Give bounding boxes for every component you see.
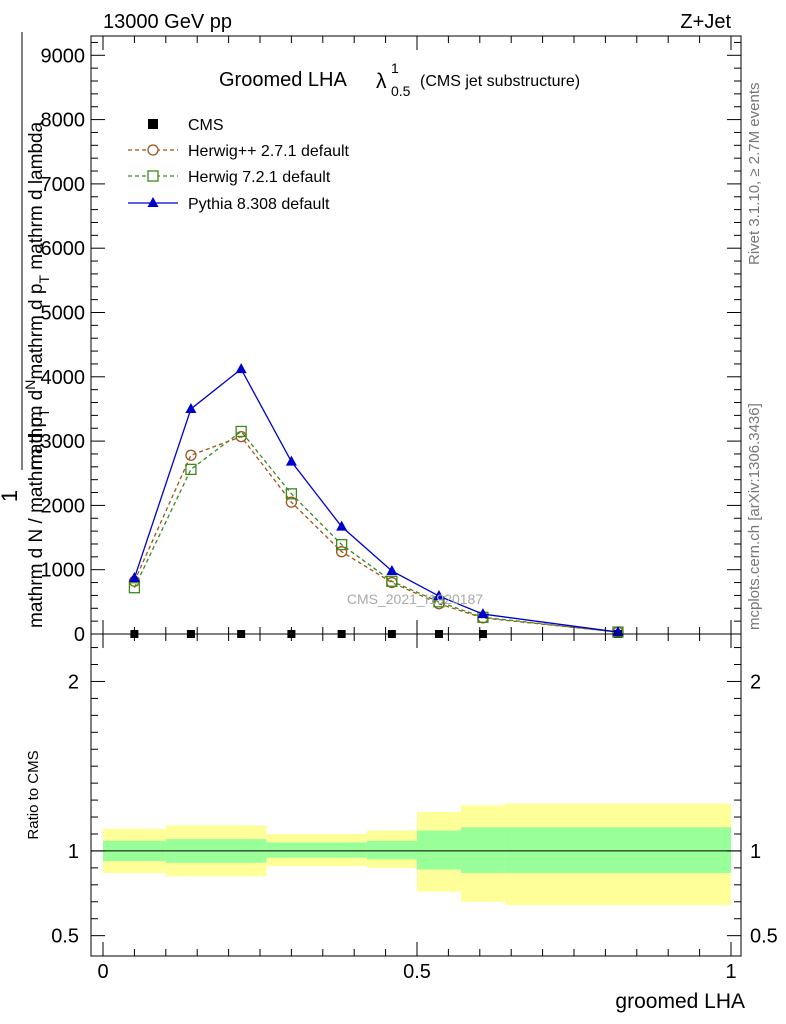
ylabel-lower-T: T bbox=[36, 408, 52, 417]
ylabel-lower-frac: / mathrm d p bbox=[26, 417, 47, 529]
legend-label: CMS bbox=[188, 117, 224, 134]
ratio-y-tick-label-right: 0.5 bbox=[750, 926, 778, 948]
legend-triangle-marker bbox=[147, 197, 159, 207]
pythia-point bbox=[128, 572, 140, 583]
herwig7-point bbox=[128, 582, 141, 594]
herwigpp-point bbox=[185, 449, 197, 461]
legend-square-marker bbox=[147, 170, 159, 182]
main-y-tick-label: 5000 bbox=[41, 302, 86, 324]
main-y-tick-label: 9000 bbox=[41, 45, 86, 67]
legend-cms-marker bbox=[148, 119, 158, 129]
ratio-y-tick-label-left: 2 bbox=[68, 671, 79, 693]
ylabel-lower-dN: mathrm d N bbox=[26, 529, 47, 628]
x-axis-label: groomed LHA bbox=[615, 990, 745, 1013]
main-y-tick-label: 4000 bbox=[41, 367, 86, 389]
ratio-stat-band bbox=[266, 842, 367, 858]
watermark: CMS_2021_I1920187 bbox=[347, 591, 483, 607]
ylabel-one: 1 bbox=[0, 490, 22, 502]
legend-label: Pythia 8.308 default bbox=[188, 196, 330, 213]
herwigpp-point bbox=[285, 496, 298, 508]
pythia-point bbox=[336, 520, 348, 531]
main-title: Groomed LHA λ 1 0.5 (CMS jet substructur… bbox=[219, 60, 580, 99]
ratio-stat-band bbox=[504, 827, 731, 873]
main-y-tick-label: 2000 bbox=[41, 495, 86, 517]
main-y-tick-label: 3000 bbox=[41, 431, 86, 453]
main-y-tick-label: 1000 bbox=[41, 560, 86, 582]
legend-circle-marker bbox=[147, 144, 159, 156]
main-x-ticks bbox=[102, 36, 732, 634]
herwig7-point bbox=[386, 575, 398, 587]
header-right: Z+Jet bbox=[680, 11, 731, 33]
main-y-tick-label: 7000 bbox=[41, 174, 86, 196]
herwigpp-point bbox=[335, 546, 348, 558]
herwigpp-line bbox=[133, 435, 619, 633]
ratio-bands bbox=[103, 803, 731, 906]
ratio-x-ticks: 0 0.5 1 bbox=[97, 634, 737, 983]
title-text: Groomed LHA bbox=[219, 69, 347, 91]
ylabel-upper-d: mathrm d bbox=[26, 390, 47, 470]
header-left: 13000 GeV pp bbox=[103, 11, 232, 33]
ylabel-lower: mathrm d N / mathrm d pT bbox=[26, 408, 52, 628]
ratio-stat-band bbox=[366, 840, 417, 860]
ylabel-upper-N: N bbox=[22, 380, 38, 390]
main-plot-marks bbox=[128, 363, 624, 638]
herwig7-point bbox=[185, 463, 197, 476]
herwig7-point bbox=[235, 425, 247, 438]
main-y-axis-label: 1 mathrm dNmathrm d pT mathrm d lambda m… bbox=[0, 32, 52, 628]
pythia-point bbox=[477, 608, 489, 619]
ratio-y-label: Ratio to CMS bbox=[25, 750, 42, 839]
ratio-x-tick-label: 0 bbox=[97, 961, 108, 983]
ratio-panel: 0.5 0.51 12 2 0 0.5 1 Ratio to CMS groomed LH… bbox=[25, 633, 778, 1013]
main-panel: 0 1000 2000 3000 4000 5000 6000 7000 8000 9000 Gr… bbox=[0, 32, 742, 646]
pythia-point bbox=[235, 363, 247, 374]
herwig7-line bbox=[133, 430, 619, 633]
main-y-tick-label: 0 bbox=[74, 624, 85, 646]
title-subscript: 0.5 bbox=[391, 83, 411, 99]
main-y-ticks: 0 1000 2000 3000 4000 5000 6000 7000 8000 9000 bbox=[41, 41, 741, 646]
pythia-point bbox=[433, 590, 445, 601]
ratio-stat-band bbox=[460, 827, 505, 873]
title-superscript: 1 bbox=[391, 60, 399, 76]
main-y-tick-label: 8000 bbox=[41, 110, 86, 132]
ratio-stat-band bbox=[417, 830, 461, 870]
ratio-y-ticks: 0.5 0.5 1 1 2 2 bbox=[51, 647, 778, 948]
legend-label: Herwig++ 2.7.1 default bbox=[188, 143, 350, 160]
herwig7-point bbox=[335, 538, 348, 551]
legend: CMS Herwig++ 2.7.1 default Herwig 7.2.1 de… bbox=[128, 117, 350, 213]
ratio-y-tick-label-right: 1 bbox=[750, 841, 761, 863]
pythia-point bbox=[285, 455, 297, 466]
ylabel-upper: mathrm dNmathrm d pT mathrm d lambda bbox=[22, 121, 52, 470]
herwig7-point bbox=[285, 488, 298, 500]
title-symbol: λ bbox=[376, 70, 387, 93]
subtitle: (CMS jet substructure) bbox=[420, 73, 580, 90]
ratio-y-tick-label-left: 0.5 bbox=[51, 926, 79, 948]
ylabel-upper-frac: mathrm d p bbox=[26, 284, 47, 380]
pythia-point bbox=[185, 402, 197, 413]
mcplots-label: mcplots.cern.ch [arXiv:1306.3436] bbox=[746, 403, 763, 630]
legend-label: Herwig 7.2.1 default bbox=[188, 169, 331, 186]
rivet-label: Rivet 3.1.10, ≥ 2.7M events bbox=[746, 83, 763, 266]
ratio-x-tick-label: 1 bbox=[725, 961, 736, 983]
ratio-y-tick-label-right: 2 bbox=[750, 671, 761, 693]
ratio-y-tick-label-left: 1 bbox=[68, 841, 79, 863]
ratio-frame bbox=[90, 633, 742, 957]
pythia-point bbox=[386, 564, 398, 575]
ratio-x-tick-label: 0.5 bbox=[403, 961, 431, 983]
main-y-tick-label: 6000 bbox=[41, 238, 86, 260]
ylabel-upper-rest: mathrm d lambda bbox=[26, 121, 47, 275]
ylabel-upper-T: T bbox=[36, 275, 52, 284]
